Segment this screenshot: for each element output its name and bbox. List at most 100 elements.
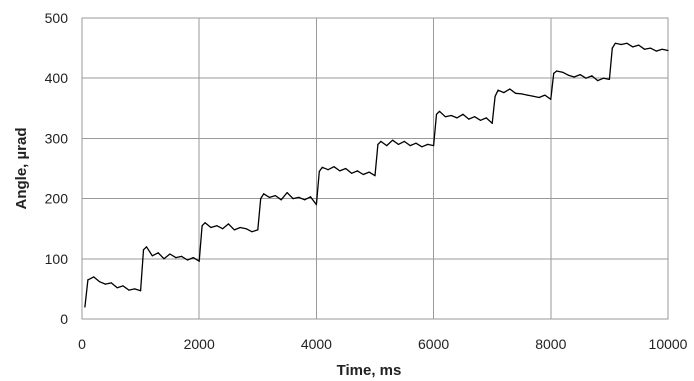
- data-point: [491, 122, 493, 124]
- data-point: [661, 48, 663, 50]
- data-point: [210, 226, 212, 229]
- data-point: [538, 96, 540, 99]
- data-point: [201, 225, 203, 227]
- x-tick-label: 10000: [649, 336, 688, 352]
- data-point: [227, 223, 230, 225]
- data-point: [292, 198, 294, 200]
- data-point: [567, 74, 570, 76]
- data-point: [192, 257, 194, 259]
- data-point: [450, 114, 452, 117]
- data-point: [515, 92, 517, 94]
- data-point: [339, 170, 341, 172]
- y-tick-label: 500: [45, 10, 69, 26]
- data-point: [175, 257, 177, 259]
- data-point: [573, 76, 575, 78]
- data-point: [362, 173, 364, 176]
- data-point: [321, 166, 323, 168]
- data-point: [608, 78, 611, 80]
- data-point: [318, 170, 320, 173]
- data-point: [356, 170, 358, 172]
- data-point: [374, 175, 376, 177]
- data-point: [110, 282, 112, 284]
- data-point: [602, 77, 605, 79]
- data-point: [479, 119, 482, 121]
- data-point: [611, 47, 613, 49]
- data-point: [526, 94, 529, 96]
- data-point: [579, 74, 581, 76]
- data-point: [397, 143, 399, 145]
- plot-area-frame: [81, 17, 669, 320]
- data-point: [309, 196, 312, 198]
- data-point: [626, 42, 628, 44]
- data-point: [368, 171, 370, 173]
- y-tick-label: 0: [60, 311, 68, 327]
- data-point: [140, 290, 142, 292]
- data-point: [556, 70, 558, 72]
- data-point: [181, 255, 183, 257]
- data-point: [427, 143, 429, 145]
- data-point: [116, 287, 118, 289]
- data-point: [509, 88, 511, 90]
- x-axis-title: Time, ms: [337, 362, 402, 379]
- y-axis-tick-labels: 0 100 200 300 400 500: [45, 10, 69, 327]
- data-point: [260, 198, 262, 200]
- data-point: [345, 167, 347, 170]
- data-point: [474, 116, 476, 118]
- data-point: [84, 306, 86, 308]
- data-point: [239, 226, 241, 229]
- x-tick-label: 8000: [535, 336, 566, 352]
- data-point: [561, 71, 564, 73]
- data-point: [468, 118, 470, 120]
- data-point: [198, 260, 200, 262]
- data-point: [520, 93, 523, 95]
- data-point: [216, 225, 218, 227]
- data-point: [544, 94, 546, 96]
- data-point: [286, 192, 288, 194]
- x-tick-label: 4000: [301, 336, 332, 352]
- data-point: [333, 166, 335, 168]
- data-point: [169, 253, 171, 255]
- data-point: [222, 228, 224, 230]
- data-point: [268, 196, 271, 198]
- data-point: [638, 44, 640, 46]
- data-point: [503, 92, 505, 94]
- y-tick-label: 400: [45, 70, 69, 86]
- data-point: [403, 140, 405, 142]
- data-point: [649, 47, 652, 49]
- data-point: [644, 48, 646, 50]
- data-point: [304, 199, 306, 201]
- data-point: [435, 113, 438, 115]
- y-tick-label: 300: [45, 130, 69, 146]
- x-tick-label: 6000: [418, 336, 449, 352]
- data-point: [280, 199, 282, 201]
- data-point: [620, 43, 622, 46]
- data-point: [104, 283, 106, 285]
- data-point: [298, 196, 300, 198]
- data-point: [614, 42, 616, 44]
- series-layer: [84, 42, 669, 308]
- data-point: [632, 46, 634, 48]
- data-point: [380, 140, 382, 142]
- data-point: [377, 143, 379, 145]
- data-point: [186, 259, 189, 261]
- data-point: [134, 288, 136, 290]
- data-point: [263, 193, 265, 195]
- data-point: [444, 116, 446, 118]
- data-point: [655, 50, 657, 52]
- data-point: [485, 117, 487, 119]
- data-point: [433, 145, 435, 147]
- data-point: [93, 276, 95, 278]
- series-line: [84, 42, 669, 308]
- data-point: [128, 289, 130, 291]
- data-point: [274, 195, 276, 197]
- data-point: [667, 49, 669, 52]
- data-point: [585, 77, 587, 79]
- data-point: [151, 255, 153, 257]
- data-point: [553, 72, 555, 74]
- data-point: [142, 249, 145, 251]
- data-point: [122, 285, 124, 287]
- y-tick-label: 100: [45, 251, 69, 267]
- x-tick-label: 2000: [184, 336, 215, 352]
